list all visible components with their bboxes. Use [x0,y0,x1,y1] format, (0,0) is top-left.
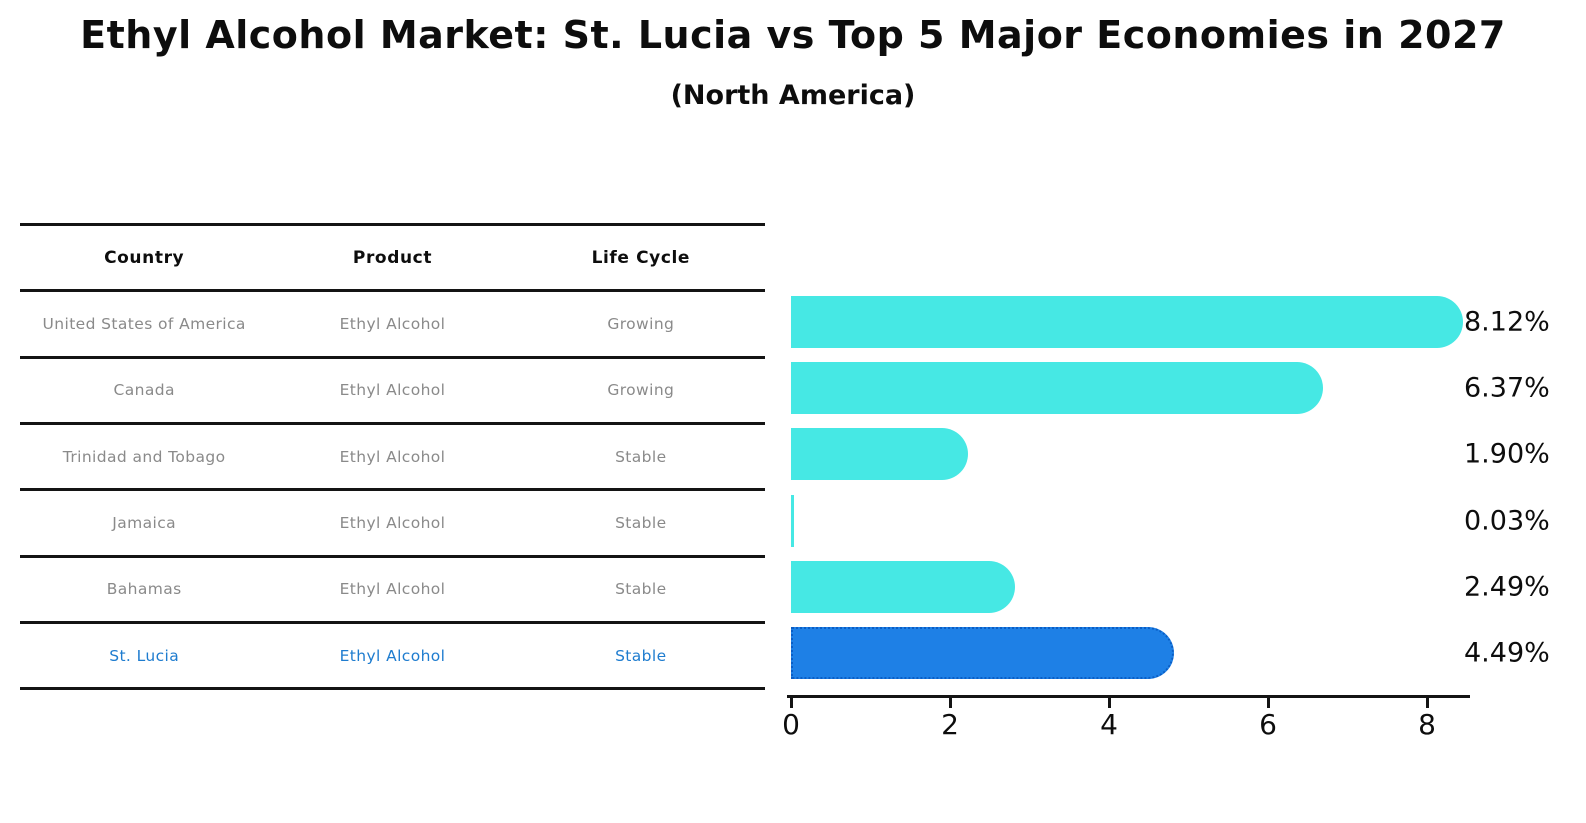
x-tick-label: 4 [1100,708,1118,741]
country-cell: United States of America [42,315,246,334]
x-tick-mark [948,695,952,708]
column-header-life-cycle: Life Cycle [591,247,691,268]
chart-title: Ethyl Alcohol Market: St. Lucia vs Top 5… [80,13,1506,57]
column-header-country: Country [104,247,185,268]
table-row-united-states-of-america: United States of America Ethyl Alcohol G… [20,292,765,359]
table-header-row: Country Product Life Cycle [20,226,765,293]
life-cycle-cell: Growing [607,381,675,400]
life-cycle-cell: Growing [607,315,675,334]
country-cell: Bahamas [106,580,182,599]
product-cell: Ethyl Alcohol [339,580,446,599]
product-cell: Ethyl Alcohol [339,381,446,400]
x-tick-label: 8 [1418,708,1436,741]
life-cycle-cell: Stable [615,646,667,665]
x-tick-mark [789,695,793,708]
bar-bahamas [791,560,1015,613]
value-label-trinidad-and-tobago: 1.90% [1464,438,1550,470]
table-row-bahamas: Bahamas Ethyl Alcohol Stable [20,558,765,625]
bar-st-lucia [791,627,1174,680]
x-tick-mark [1266,695,1270,708]
product-cell: Ethyl Alcohol [339,447,446,466]
value-label-st-lucia: 4.49% [1464,637,1550,669]
country-cell: Jamaica [112,514,177,533]
product-cell: Ethyl Alcohol [339,315,446,334]
life-cycle-cell: Stable [615,514,667,533]
life-cycle-cell: Stable [615,580,667,599]
column-header-product: Product [352,247,433,268]
bar-united-states-of-america [791,295,1463,348]
x-tick-label: 0 [782,708,800,741]
value-label-jamaica: 0.03% [1464,505,1550,537]
x-tick-mark [1107,695,1111,708]
country-cell: St. Lucia [109,646,180,665]
table-row-jamaica: Jamaica Ethyl Alcohol Stable [20,491,765,558]
bar-trinidad-and-tobago [791,428,969,481]
country-cell: Canada [113,381,175,400]
x-tick-label: 2 [941,708,959,741]
table-row-trinidad-and-tobago: Trinidad and Tobago Ethyl Alcohol Stable [20,425,765,492]
bar-jamaica [791,494,794,547]
country-cell: Trinidad and Tobago [62,447,226,466]
life-cycle-cell: Stable [615,447,667,466]
table-row-st-lucia: St. Lucia Ethyl Alcohol Stable [20,624,765,691]
x-axis-line [787,695,1470,698]
value-label-united-states-of-america: 8.12% [1464,306,1550,338]
value-label-canada: 6.37% [1464,372,1550,404]
value-label-bahamas: 2.49% [1464,571,1550,603]
chart-subtitle: (North America) [670,80,916,111]
country-table: Country Product Life Cycle United States… [20,223,765,691]
x-tick-mark [1425,695,1429,708]
product-cell: Ethyl Alcohol [339,646,446,665]
bar-canada [791,361,1324,414]
x-tick-label: 6 [1259,708,1277,741]
table-row-canada: Canada Ethyl Alcohol Growing [20,359,765,426]
product-cell: Ethyl Alcohol [339,514,446,533]
